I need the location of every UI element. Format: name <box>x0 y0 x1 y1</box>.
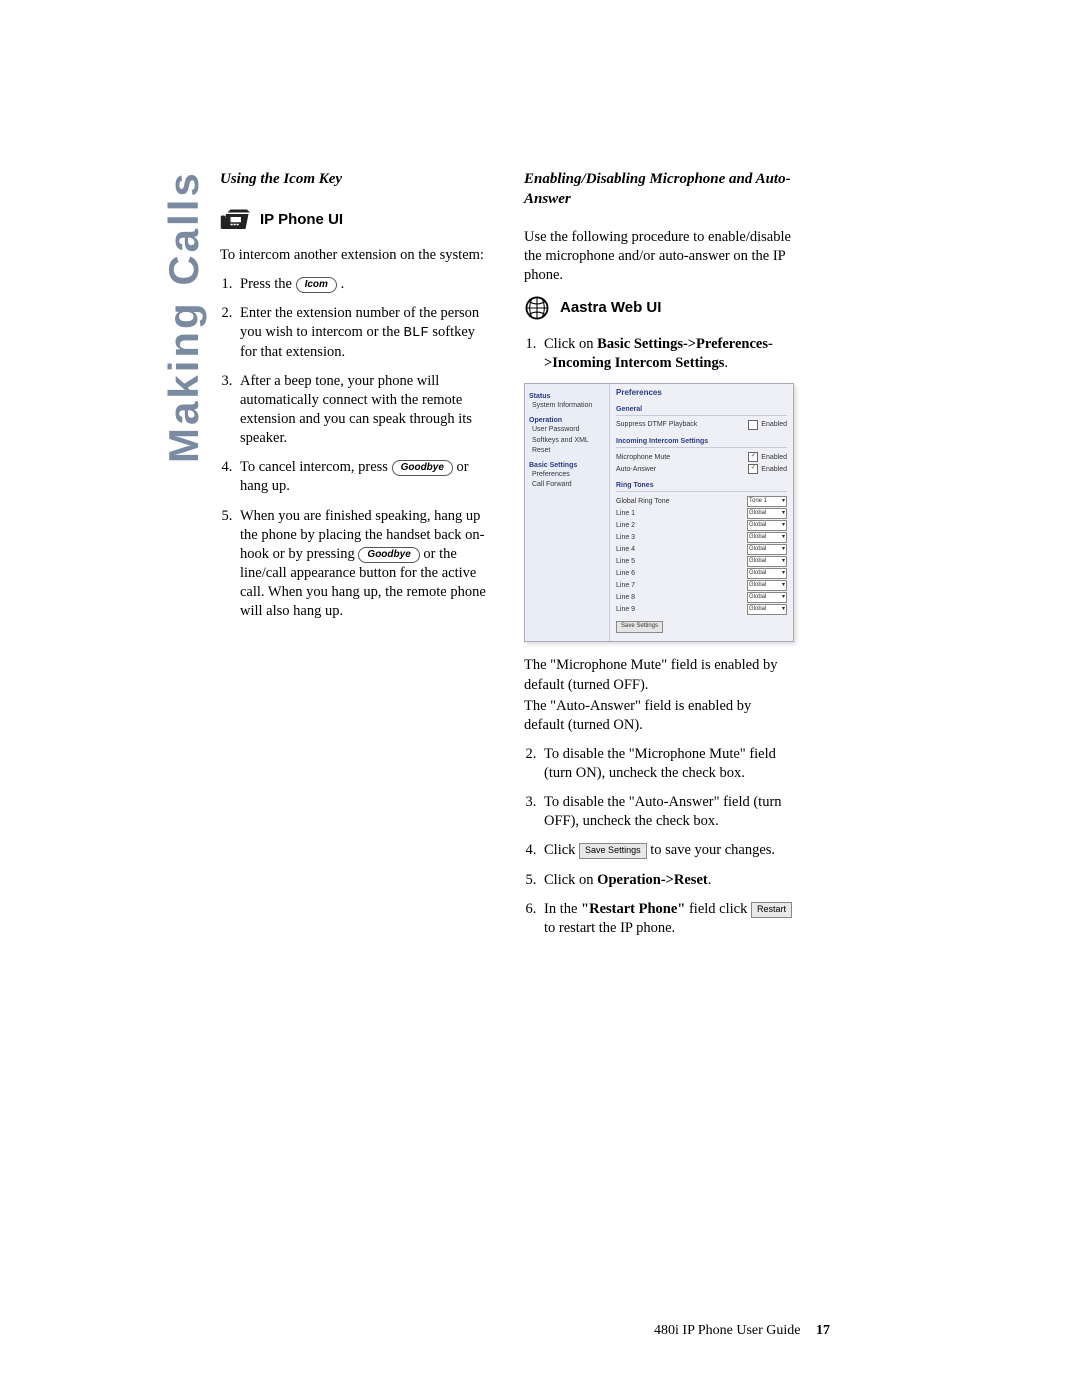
ss-ring-select[interactable]: Global <box>747 592 787 603</box>
checkbox-icon[interactable] <box>748 420 758 430</box>
globe-icon <box>524 295 550 321</box>
ss-main: Preferences General Suppress DTMF Playba… <box>610 384 793 641</box>
right-column: Enabling/Disabling Microphone and Auto-A… <box>524 170 792 948</box>
ss-ring-label: Line 5 <box>616 557 747 566</box>
right-step-5: Click on Operation->Reset. <box>540 871 792 890</box>
ss-ring-row: Line 2Global <box>616 519 787 531</box>
ss-ring-label: Line 6 <box>616 569 747 578</box>
ss-side-item[interactable]: User Password <box>532 425 605 436</box>
ss-ring-label: Line 8 <box>616 593 747 602</box>
left-step-5: When you are finished speaking, hang up … <box>236 507 488 622</box>
ss-ring-label: Line 2 <box>616 521 747 530</box>
ss-ring-select[interactable]: Global <box>747 604 787 615</box>
ss-sec-intercom: Incoming Intercom Settings <box>616 437 787 448</box>
ss-ring-row: Line 5Global <box>616 555 787 567</box>
ss-row-auto: Auto-Answer ✓ Enabled <box>616 463 787 475</box>
ss-sec-ring: Ring Tones <box>616 481 787 492</box>
right-step-6: In the "Restart Phone" field click Resta… <box>540 900 792 938</box>
ss-side-item[interactable]: Call Forward <box>532 480 605 491</box>
phone-icon <box>220 208 250 232</box>
ss-ring-select[interactable]: Global <box>747 544 787 555</box>
right-step-4: Click Save Settings to save your changes… <box>540 841 792 860</box>
ss-side-item[interactable]: System Information <box>532 401 605 412</box>
ss-row-mic: Microphone Mute ✓ Enabled <box>616 451 787 463</box>
right-heading: Enabling/Disabling Microphone and Auto-A… <box>524 170 792 210</box>
ss-side-item[interactable]: Reset <box>532 446 605 457</box>
ss-ring-label: Line 1 <box>616 509 747 518</box>
ss-ring-label: Global Ring Tone <box>616 497 747 506</box>
page-footer: 480i IP Phone User Guide 17 <box>654 1323 830 1339</box>
goodbye-key: Goodbye <box>392 460 453 476</box>
aastra-web-ui-row: Aastra Web UI <box>524 295 792 321</box>
left-step-2: Enter the extension number of the person… <box>236 304 488 362</box>
ss-ring-label: Line 9 <box>616 605 747 614</box>
ss-side-item[interactable]: Preferences <box>532 470 605 481</box>
section-tab: Making Calls <box>160 170 208 463</box>
page-number: 17 <box>816 1323 830 1338</box>
ip-phone-ui-label: IP Phone UI <box>260 210 343 230</box>
icom-key: Icom <box>296 277 337 293</box>
ss-sec-general: General <box>616 405 787 416</box>
ss-side-group: Basic Settings <box>529 461 605 470</box>
left-step-1: Press the Icom . <box>236 275 488 294</box>
left-step-4: To cancel intercom, press Goodbye or han… <box>236 458 488 496</box>
right-step-1: Click on Basic Settings->Preferences->In… <box>540 335 792 373</box>
ss-ring-label: Line 3 <box>616 533 747 542</box>
ss-ring-label: Line 7 <box>616 581 747 590</box>
right-steps-cont: To disable the "Microphone Mute" field (… <box>524 745 792 938</box>
left-steps: Press the Icom . Enter the extension num… <box>220 275 488 621</box>
right-step-2: To disable the "Microphone Mute" field (… <box>540 745 792 783</box>
ip-phone-ui-row: IP Phone UI <box>220 208 488 232</box>
restart-button[interactable]: Restart <box>751 902 792 918</box>
footer-text: 480i IP Phone User Guide <box>654 1323 800 1338</box>
ss-ring-row: Line 4Global <box>616 543 787 555</box>
ss-side-item[interactable]: Softkeys and XML <box>532 436 605 447</box>
ss-ring-select[interactable]: Global <box>747 568 787 579</box>
ss-ring-row: Line 8Global <box>616 591 787 603</box>
checkbox-icon[interactable]: ✓ <box>748 452 758 462</box>
ss-side-group: Status <box>529 392 605 401</box>
aastra-web-ui-label: Aastra Web UI <box>560 298 661 318</box>
left-intro: To intercom another extension on the sys… <box>220 246 488 265</box>
ss-ring-label: Line 4 <box>616 545 747 554</box>
ss-ring-select[interactable]: Global <box>747 580 787 591</box>
save-settings-button[interactable]: Save Settings <box>579 843 647 859</box>
ss-sidebar: StatusSystem Information OperationUser Pa… <box>525 384 610 641</box>
ss-ring-row: Line 6Global <box>616 567 787 579</box>
section-tab-text: Making Calls <box>160 170 207 463</box>
checkbox-icon[interactable]: ✓ <box>748 464 758 474</box>
two-column-body: Using the Icom Key IP Phone UI To interc… <box>220 170 792 948</box>
save-settings-button[interactable]: Save Settings <box>616 621 663 633</box>
right-post-1: The "Microphone Mute" field is enabled b… <box>524 656 792 694</box>
ss-ring-row: Line 7Global <box>616 579 787 591</box>
ss-ring-select[interactable]: Tone 1 <box>747 496 787 507</box>
right-steps: Click on Basic Settings->Preferences->In… <box>524 335 792 373</box>
ss-ring-row: Line 1Global <box>616 507 787 519</box>
ss-ring-row: Line 9Global <box>616 603 787 615</box>
ss-ring-select[interactable]: Global <box>747 556 787 567</box>
ss-title: Preferences <box>616 388 787 399</box>
left-column: Using the Icom Key IP Phone UI To interc… <box>220 170 488 948</box>
web-ui-screenshot: StatusSystem Information OperationUser Pa… <box>524 383 794 642</box>
right-post-2: The "Auto-Answer" field is enabled by de… <box>524 697 792 735</box>
ss-side-group: Operation <box>529 416 605 425</box>
left-heading: Using the Icom Key <box>220 170 488 190</box>
goodbye-key: Goodbye <box>358 547 419 563</box>
ss-ring-select[interactable]: Global <box>747 532 787 543</box>
right-step-3: To disable the "Auto-Answer" field (turn… <box>540 793 792 831</box>
ss-row-suppress: Suppress DTMF Playback Enabled <box>616 419 787 431</box>
ss-ring-select[interactable]: Global <box>747 520 787 531</box>
ss-ring-select[interactable]: Global <box>747 508 787 519</box>
right-intro: Use the following procedure to enable/di… <box>524 228 792 285</box>
ss-ring-row: Line 3Global <box>616 531 787 543</box>
ss-ring-row: Global Ring ToneTone 1 <box>616 495 787 507</box>
left-step-3: After a beep tone, your phone will autom… <box>236 372 488 449</box>
